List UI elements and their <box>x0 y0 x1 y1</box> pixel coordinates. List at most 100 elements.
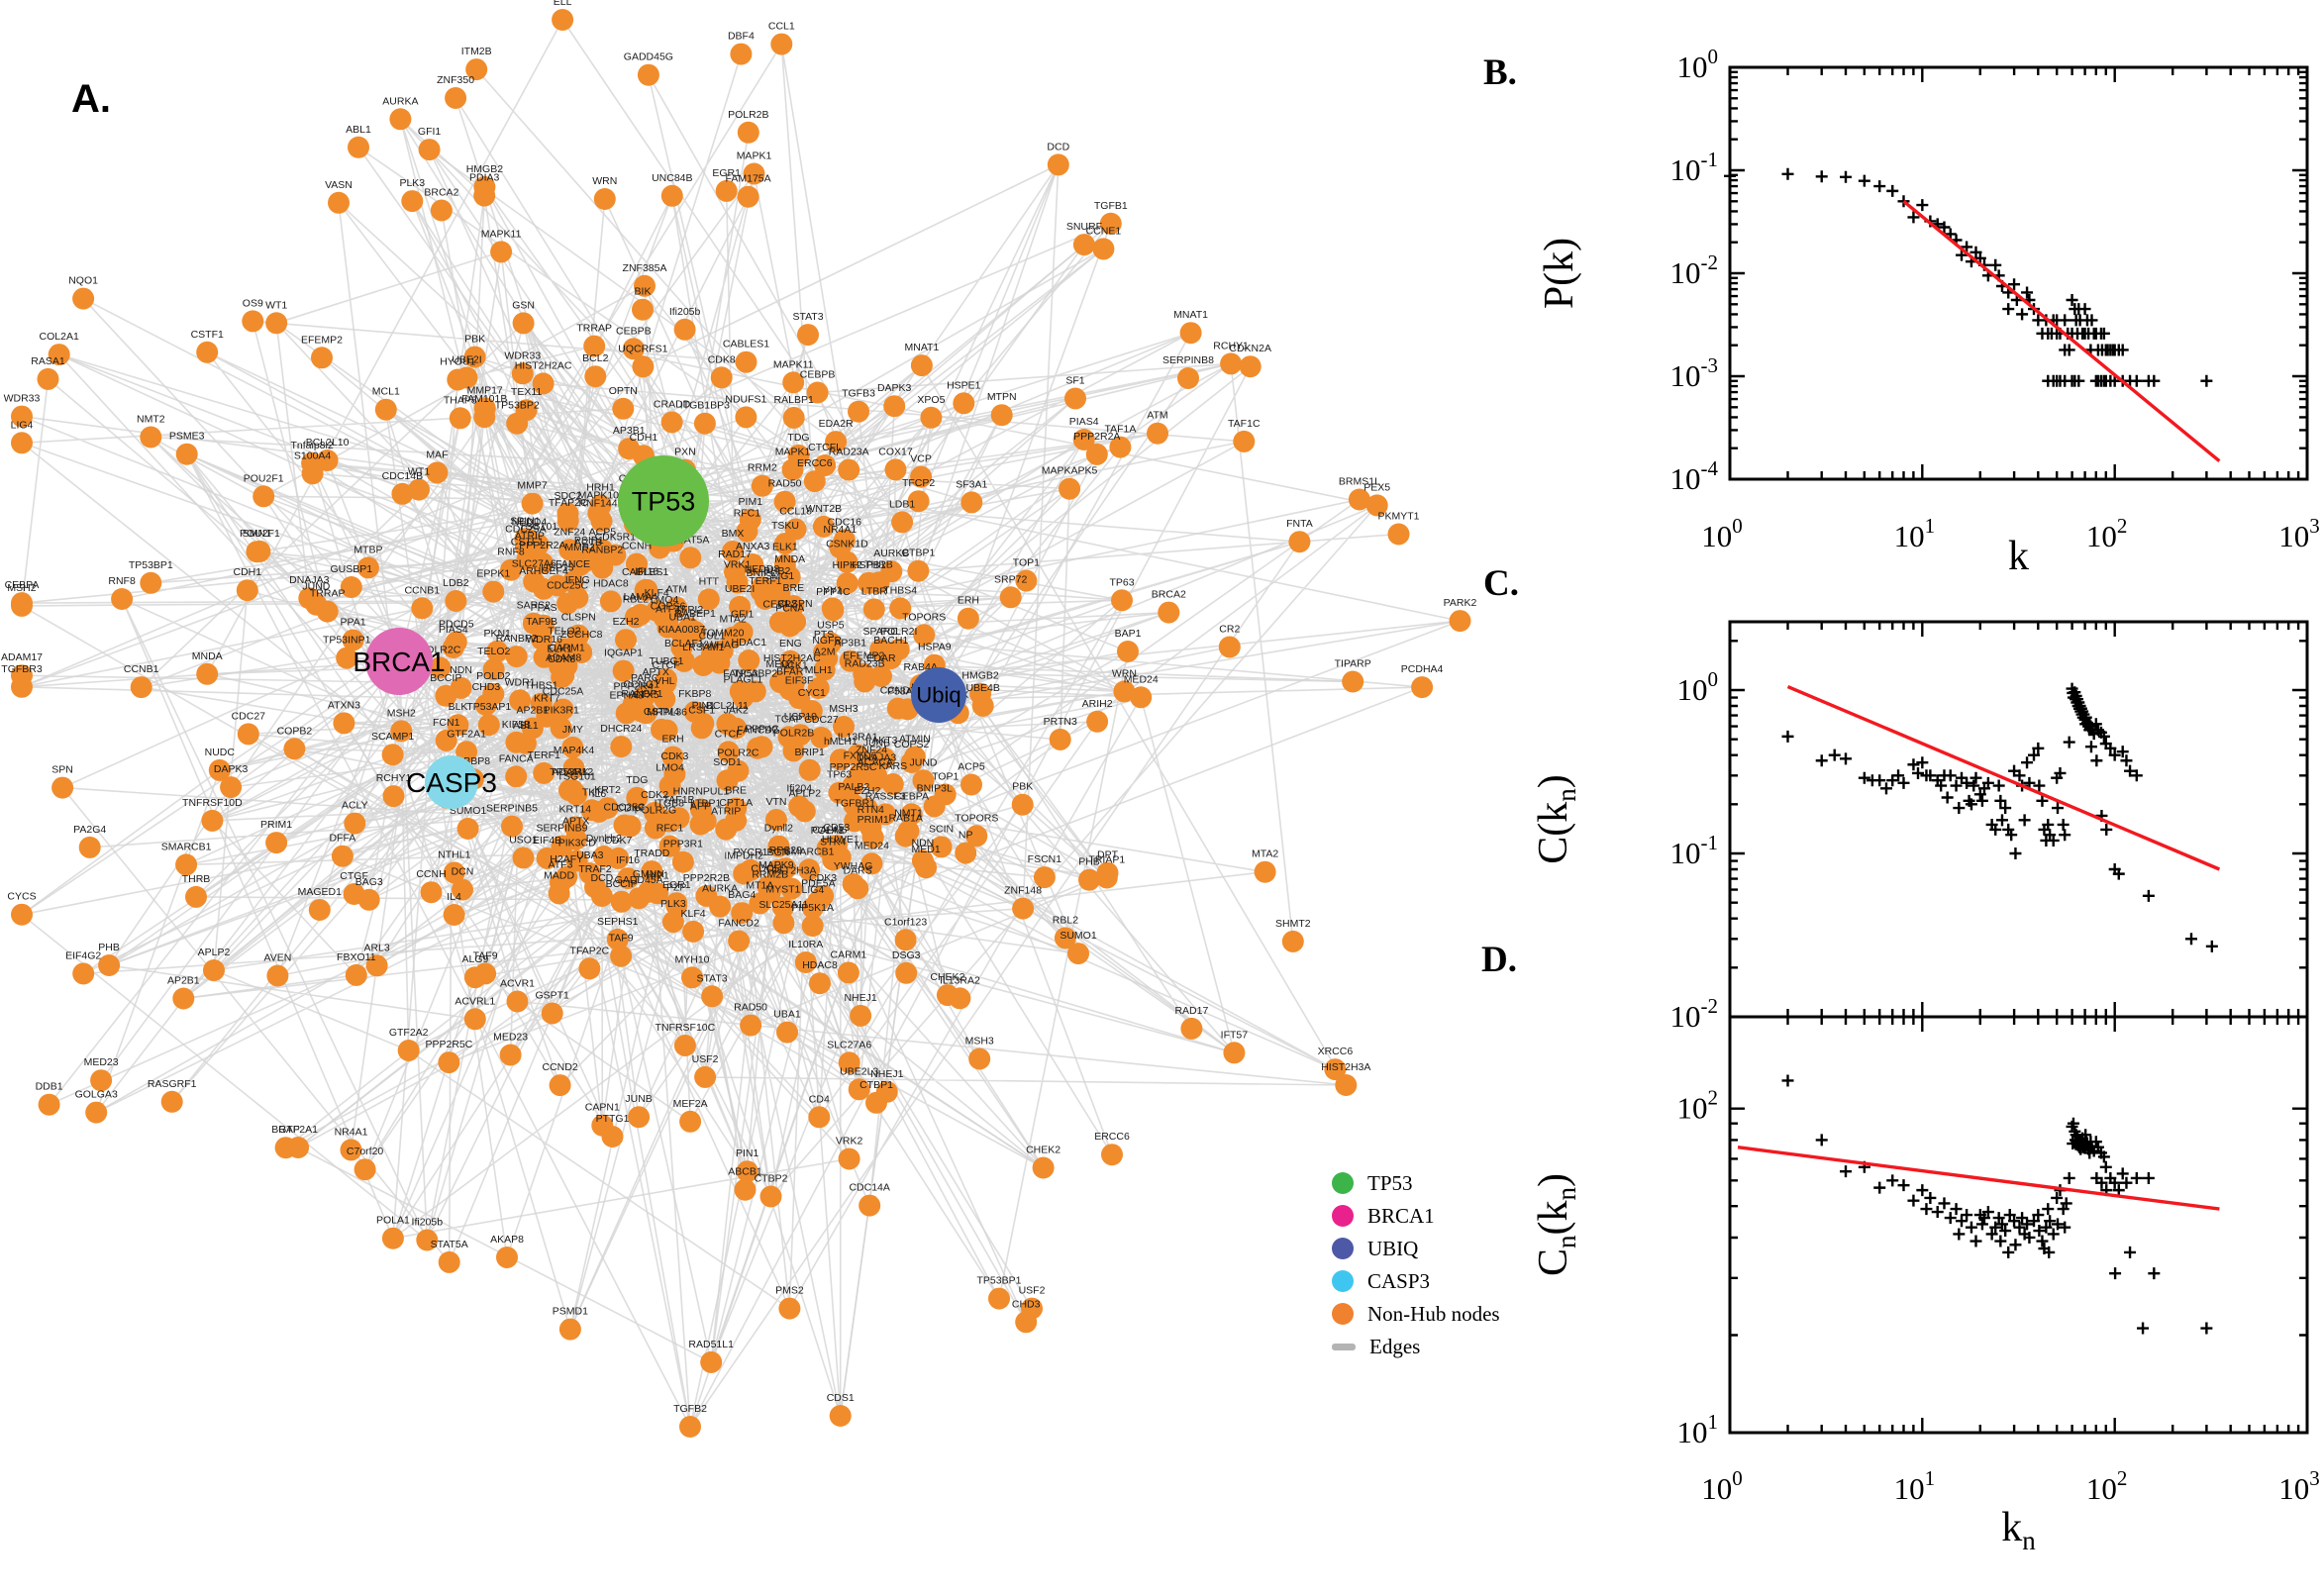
network-node <box>747 737 768 759</box>
network-node-label: OS9 <box>243 297 263 309</box>
network-node-label: NDN <box>450 664 472 676</box>
network-node-label: Dynll2 <box>764 823 793 835</box>
network-node-label: IL13RA1 <box>838 732 878 744</box>
network-node <box>203 959 225 981</box>
network-node-label: CDC14A <box>849 1182 889 1194</box>
network-node-label: HDAC8 <box>593 577 629 589</box>
network-node <box>780 665 803 688</box>
network-node-label: UBE4B <box>965 682 999 694</box>
network-node <box>336 647 358 669</box>
network-node-label: MT1A <box>746 879 773 891</box>
network-node-label: ACP5 <box>589 527 617 539</box>
network-node-label: CEBPB <box>800 369 836 381</box>
network-node-label: EFEMP2 <box>843 650 884 662</box>
network-node-label: MYH10 <box>674 953 709 965</box>
network-node-label: KLF4 <box>645 587 669 599</box>
network-node <box>1158 601 1180 624</box>
legend-item-casp3: CASP3 <box>1332 1269 1500 1293</box>
network-node-label: SERPINB9 <box>537 823 588 835</box>
panel-a-label: A. <box>71 77 111 121</box>
network-node <box>729 680 752 703</box>
network-node <box>695 884 718 907</box>
network-node <box>266 964 289 987</box>
network-node-label: JUNB <box>625 1093 652 1105</box>
network-node <box>435 729 457 751</box>
network-node-label: COPS2 <box>894 739 930 750</box>
network-node-label: BRIP1 <box>795 747 826 758</box>
network-node-label: EIF4G2 <box>65 949 101 961</box>
network-node <box>486 640 509 662</box>
network-node <box>1054 927 1076 949</box>
network-node-label: AP2B1 <box>167 975 200 987</box>
network-node <box>697 588 720 611</box>
chart-frame <box>1728 1015 2309 1435</box>
network-node-label: CCL18 <box>779 506 812 518</box>
network-node-label: MLH1 <box>805 664 833 676</box>
network-node <box>710 366 733 389</box>
network-node-label: TGFBR1 <box>834 797 875 809</box>
network-node-label: LMO4 <box>651 594 679 606</box>
y-axis-title: C(kn) <box>1531 774 1581 864</box>
network-node-label: EGR1 <box>712 167 741 179</box>
network-node <box>736 1160 758 1183</box>
network-node <box>798 858 821 881</box>
network-node-label: Ifi204 <box>786 783 812 795</box>
network-node <box>549 655 571 678</box>
network-node <box>175 853 198 876</box>
network-node-label: SLC27A6 <box>512 558 556 570</box>
network-node-label: FANCD2 <box>718 918 759 930</box>
chart-tick-labels: 100 10-1 10-2 10-3 10-4 100 101 102 103 <box>1670 45 2320 553</box>
network-node <box>656 719 678 742</box>
network-node-label: BCL2L11 <box>706 700 749 712</box>
network-node-label: RBL2 <box>1053 914 1078 926</box>
scatter-points <box>1781 1074 2213 1335</box>
network-node-label: TP53BP1 <box>129 559 173 571</box>
network-node-label: PTS <box>814 629 834 641</box>
network-node-label: TCAP <box>774 713 802 725</box>
network-node <box>130 676 152 699</box>
network-node-label: TAF9B <box>526 616 557 628</box>
edge-swatch-icon <box>1332 1343 1356 1350</box>
network-node-labels: PRIM1 NHEJ1 CSTF1 KLF4 TFAP2C HIST2H2AC GTF2A1… <box>1 0 1476 1415</box>
network-node <box>816 648 839 669</box>
network-node <box>814 454 837 476</box>
network-node-label: SMN1 <box>243 528 271 540</box>
network-node-label: PYCR1 <box>733 847 767 858</box>
network-node-label: MTPN <box>987 391 1017 403</box>
network-node-label: UBE2L3 <box>840 1065 878 1077</box>
network-node-label: STAT5A <box>431 1239 468 1250</box>
network-node-label: CDC16 <box>828 516 862 528</box>
network-node-label: RASSF3 <box>865 790 906 802</box>
network-node-label: SPIN1 <box>510 515 541 527</box>
network-node <box>172 987 195 1010</box>
network-node-label: VRK1 <box>724 558 752 570</box>
network-node-label: MED1 <box>912 844 941 855</box>
network-node <box>11 594 33 617</box>
network-node-label: ENG <box>779 638 802 649</box>
network-node <box>850 1004 872 1027</box>
network-node-label: ZNF148 <box>1004 885 1042 897</box>
network-node <box>634 274 656 297</box>
network-node-label: STAT3 <box>792 311 823 323</box>
network-node-label: JUND <box>302 581 330 593</box>
network-node <box>521 717 544 740</box>
network-node-label: AVEN <box>263 952 291 964</box>
legend-item-ubiq: UBIQ <box>1332 1237 1500 1260</box>
tick-label: 10-3 <box>1670 353 1719 393</box>
network-node-label: TAF1C <box>1228 418 1261 430</box>
network-node-label: SUMO1 <box>450 805 487 817</box>
network-node <box>435 684 457 707</box>
network-node <box>356 556 379 579</box>
network-node <box>778 1297 801 1320</box>
network-node <box>1254 860 1276 883</box>
network-node <box>907 559 930 582</box>
network-node <box>344 812 366 835</box>
network-node <box>803 470 826 493</box>
network-node <box>48 344 70 366</box>
network-node <box>354 1158 376 1181</box>
nonhub-swatch-icon <box>1332 1303 1354 1325</box>
network-node-label: HIST2H2AC <box>763 652 821 664</box>
network-node <box>735 350 758 373</box>
